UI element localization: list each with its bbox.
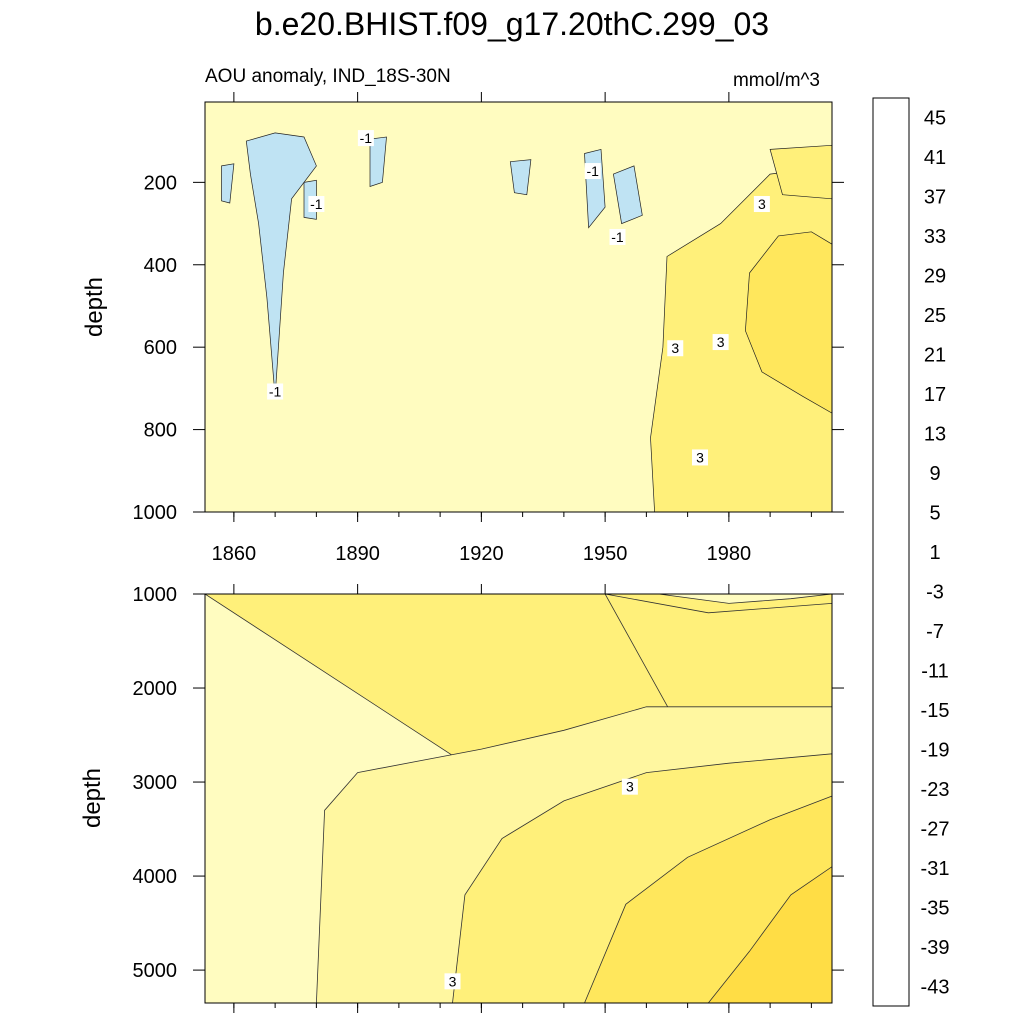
colorbar-tick-label: 33 [924,226,946,248]
anomaly-region [245,132,317,397]
y-tick-label: 4000 [133,866,178,888]
colorbar-tick-label: -35 [921,897,950,919]
colorbar-tick-label: 9 [929,463,940,485]
anomaly-region [509,159,532,196]
contour-label: 3 [753,196,770,213]
colorbar-tick-label: 17 [924,384,946,406]
upper-panel-frame [204,101,833,513]
contour-label: -1 [267,383,284,400]
x-tick-label: 1890 [335,543,380,565]
contour-label: 3 [667,340,684,357]
y-tick-label: 1000 [133,502,178,524]
colorbar-tick-label: -27 [921,818,950,840]
contour-label: 3 [712,334,729,351]
svg-text:-1: -1 [611,229,624,245]
colorbar-tick-label: -11 [921,660,948,682]
colorbar-tick-label: 21 [924,345,946,367]
lower-y-axis-label: depth [79,768,106,828]
upper-y-axis-label: depth [81,277,108,337]
colorbar-tick-label: -19 [921,739,950,761]
colorbar-tick-label: 37 [924,187,946,209]
colorbar-tick-label: -7 [926,621,944,643]
anomaly-region [769,144,832,200]
contour-label: -1 [584,163,601,180]
contour-label: 3 [621,778,638,795]
y-tick-label: 5000 [133,960,178,982]
svg-text:3: 3 [671,340,679,356]
colorbar-tick-label: -43 [921,976,950,998]
colorbar: 45 41 37 33 29 25 21 17 13 9 5 1 -3 -7 -11 -15 -19 -23 -27… [872,97,950,1007]
colorbar-tick-label: -3 [926,581,944,603]
contour-label: -1 [308,196,325,213]
svg-text:3: 3 [758,196,766,212]
colorbar-tick-label: -15 [921,700,950,722]
colorbar-tick-label: 29 [924,266,946,288]
svg-text:-1: -1 [310,196,323,212]
colorbar-tick-label: 1 [929,542,940,564]
x-tick-label: 1860 [212,543,257,565]
colorbar-tick-label: 45 [924,108,946,130]
anomaly-region [221,163,235,204]
contour-band [707,866,832,1003]
x-tick-label: 1980 [707,543,752,565]
anomaly-region [613,165,643,225]
colorbar-tick-label: 41 [924,147,946,169]
svg-text:-1: -1 [269,384,282,400]
svg-text:-1: -1 [360,130,373,146]
y-tick-label: 400 [144,255,177,277]
y-tick-label: 2000 [133,678,178,700]
svg-text:3: 3 [449,973,457,989]
y-tick-label: 800 [144,420,177,442]
contour-label: 3 [692,449,708,466]
upper-panel: -1 -1 -1 -1 -1 3 3 3 3 1860 1890 1920 1950 1980 200 40… [81,92,844,565]
x-tick-label: 1950 [583,543,628,565]
colorbar-tick-label: 5 [929,503,940,525]
svg-text:3: 3 [696,449,704,465]
colorbar-tick-label: 25 [924,305,946,327]
anomaly-region [369,136,387,187]
units-label: mmol/m^3 [733,70,820,91]
contour-label: -1 [609,228,626,245]
figure-title: b.e20.BHIST.f09_g17.20thC.299_03 [255,6,769,42]
colorbar-tick-label: 13 [924,424,946,446]
colorbar-tick-label: -23 [921,779,950,801]
y-tick-label: 600 [144,337,177,359]
svg-text:-1: -1 [587,163,600,179]
x-tick-label: 1920 [459,543,504,565]
lower-panel-frame [204,593,833,1004]
anomaly-region [745,231,832,414]
y-tick-label: 3000 [133,772,178,794]
y-tick-label: 200 [144,172,177,194]
colorbar-tick-label: -31 [921,858,950,880]
svg-text:3: 3 [626,779,634,795]
colorbar-frame [872,97,910,1007]
y-tick-label: 1000 [133,584,178,606]
colorbar-tick-label: -39 [921,937,950,959]
svg-text:3: 3 [717,334,725,350]
contour-label: -1 [357,130,374,147]
lower-panel: 3 3 1000 2000 3000 4000 5000 depth [79,584,844,1013]
panel-subtitle: AOU anomaly, IND_18S-30N [205,66,451,87]
contour-label: 3 [444,973,461,990]
